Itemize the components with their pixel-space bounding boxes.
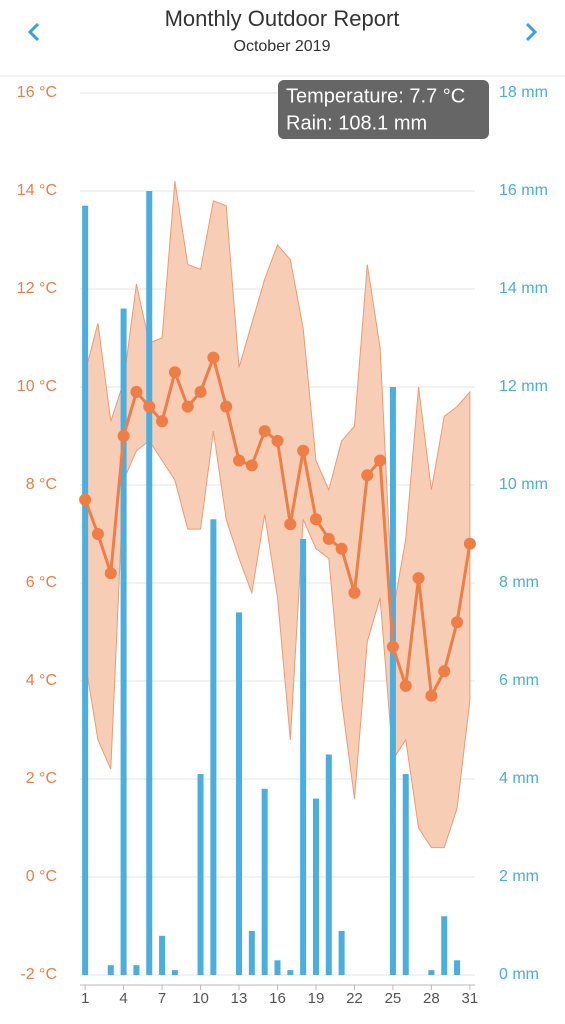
y-tick-label: 16 °C xyxy=(17,84,57,101)
y2-tick-label: 12 mm xyxy=(499,378,548,395)
temperature-point xyxy=(130,385,143,398)
x-tick-label: 4 xyxy=(119,990,127,1007)
y2-tick-label: 2 mm xyxy=(499,868,539,885)
temperature-point xyxy=(245,459,258,472)
temperature-point xyxy=(374,454,387,467)
y2-tick-label: 18 mm xyxy=(499,84,548,101)
prev-month[interactable] xyxy=(27,22,40,42)
x-tick-label: 16 xyxy=(269,990,286,1007)
rain-bar xyxy=(300,538,307,975)
temperature-point xyxy=(438,665,451,678)
temperature-point xyxy=(104,567,117,580)
temperature-point xyxy=(451,616,464,629)
y-tick-label: 8 °C xyxy=(26,476,57,493)
chart-subtitle: October 2019 xyxy=(234,38,331,55)
rain-bar xyxy=(402,774,409,975)
tooltip-temperature: Temperature: 7.7 °C xyxy=(286,85,465,107)
rain-bar xyxy=(428,970,435,975)
rain-bar xyxy=(287,970,294,975)
rain-bar xyxy=(107,965,114,975)
y2-tick-label: 14 mm xyxy=(499,280,548,297)
y-tick-label: 12 °C xyxy=(17,280,57,297)
chart-title: Monthly Outdoor Report xyxy=(165,6,400,31)
rain-bar xyxy=(236,612,243,975)
temperature-range xyxy=(84,181,471,849)
rain-bar xyxy=(325,754,332,975)
rain-bar xyxy=(171,970,178,975)
rain-bar xyxy=(312,798,319,975)
x-tick-label: 7 xyxy=(158,990,166,1007)
x-tick-label: 10 xyxy=(192,990,209,1007)
rain-bar xyxy=(210,519,217,975)
rain-bar xyxy=(120,308,127,976)
x-tick-label: 1 xyxy=(81,990,89,1007)
temperature-point xyxy=(399,679,412,692)
y2-tick-label: 4 mm xyxy=(499,770,539,787)
rain-bar xyxy=(133,965,140,975)
rain-bar xyxy=(274,960,281,975)
temperature-point xyxy=(156,415,169,428)
temperature-point xyxy=(412,572,425,585)
tooltip: Temperature: 7.7 °C Rain: 108.1 mm xyxy=(278,80,489,139)
y-tick-label: 6 °C xyxy=(26,574,57,591)
y-tick-label: 2 °C xyxy=(26,770,57,787)
tooltip-rain: Rain: 108.1 mm xyxy=(286,112,427,134)
tooltip-box xyxy=(278,80,489,139)
plot-area: -2 °C 0 °C 2 °C 4 °C 6 °C 8 °C 10 °C 12 °C 14 °C… xyxy=(17,84,548,1007)
temperature-point xyxy=(181,400,194,413)
y2-tick-label: 8 mm xyxy=(499,574,539,591)
temperature-point xyxy=(348,586,361,599)
temperature-point xyxy=(297,444,310,457)
x-tick-label: 13 xyxy=(231,990,248,1007)
temperature-point xyxy=(207,351,220,364)
temperature-point xyxy=(258,425,271,438)
temperature-point xyxy=(309,513,322,526)
next-month[interactable] xyxy=(525,22,538,42)
rain-bar xyxy=(159,935,166,975)
rain-bar xyxy=(261,788,268,975)
y-tick-label: -2 °C xyxy=(20,966,57,983)
x-tick-label: 31 xyxy=(462,990,479,1007)
y2-tick-label: 16 mm xyxy=(499,182,548,199)
rain-bar xyxy=(454,960,461,975)
temperature-point xyxy=(220,400,233,413)
temperature-point xyxy=(143,400,156,413)
y-tick-label: 10 °C xyxy=(17,378,57,395)
rain-bar xyxy=(338,930,345,975)
temperature-point xyxy=(117,430,130,442)
rain-bar xyxy=(441,916,448,975)
temperature-point xyxy=(271,434,284,447)
temperature-point xyxy=(79,493,92,506)
rain-bar xyxy=(197,774,204,975)
y2-tick-label: 0 mm xyxy=(499,966,539,983)
rain-bar xyxy=(82,205,89,975)
temperature-point xyxy=(361,469,374,482)
temperature-point xyxy=(386,640,399,653)
rain-bar xyxy=(389,387,396,975)
y-tick-label: 14 °C xyxy=(17,182,57,199)
y2-tick-label: 6 mm xyxy=(499,672,539,689)
y-tick-label: 4 °C xyxy=(26,672,57,689)
rain-bar xyxy=(146,191,153,975)
y2-tick-label: 10 mm xyxy=(499,476,548,493)
rain-bar xyxy=(248,930,255,975)
temperature-point xyxy=(284,518,297,531)
y-tick-label: 0 °C xyxy=(26,868,57,885)
temperature-point xyxy=(233,454,246,467)
temperature-point xyxy=(91,528,104,540)
temperature-point xyxy=(168,366,181,379)
x-tick-label: 25 xyxy=(385,990,402,1007)
x-tick-label: 22 xyxy=(346,990,363,1007)
x-tick-label: 19 xyxy=(308,990,325,1007)
x-tick-label: 28 xyxy=(423,990,440,1007)
temperature-point xyxy=(425,689,438,702)
temperature-point xyxy=(194,385,207,398)
temperature-point xyxy=(322,532,335,545)
temperature-point xyxy=(335,542,348,555)
temperature-point xyxy=(463,537,476,550)
